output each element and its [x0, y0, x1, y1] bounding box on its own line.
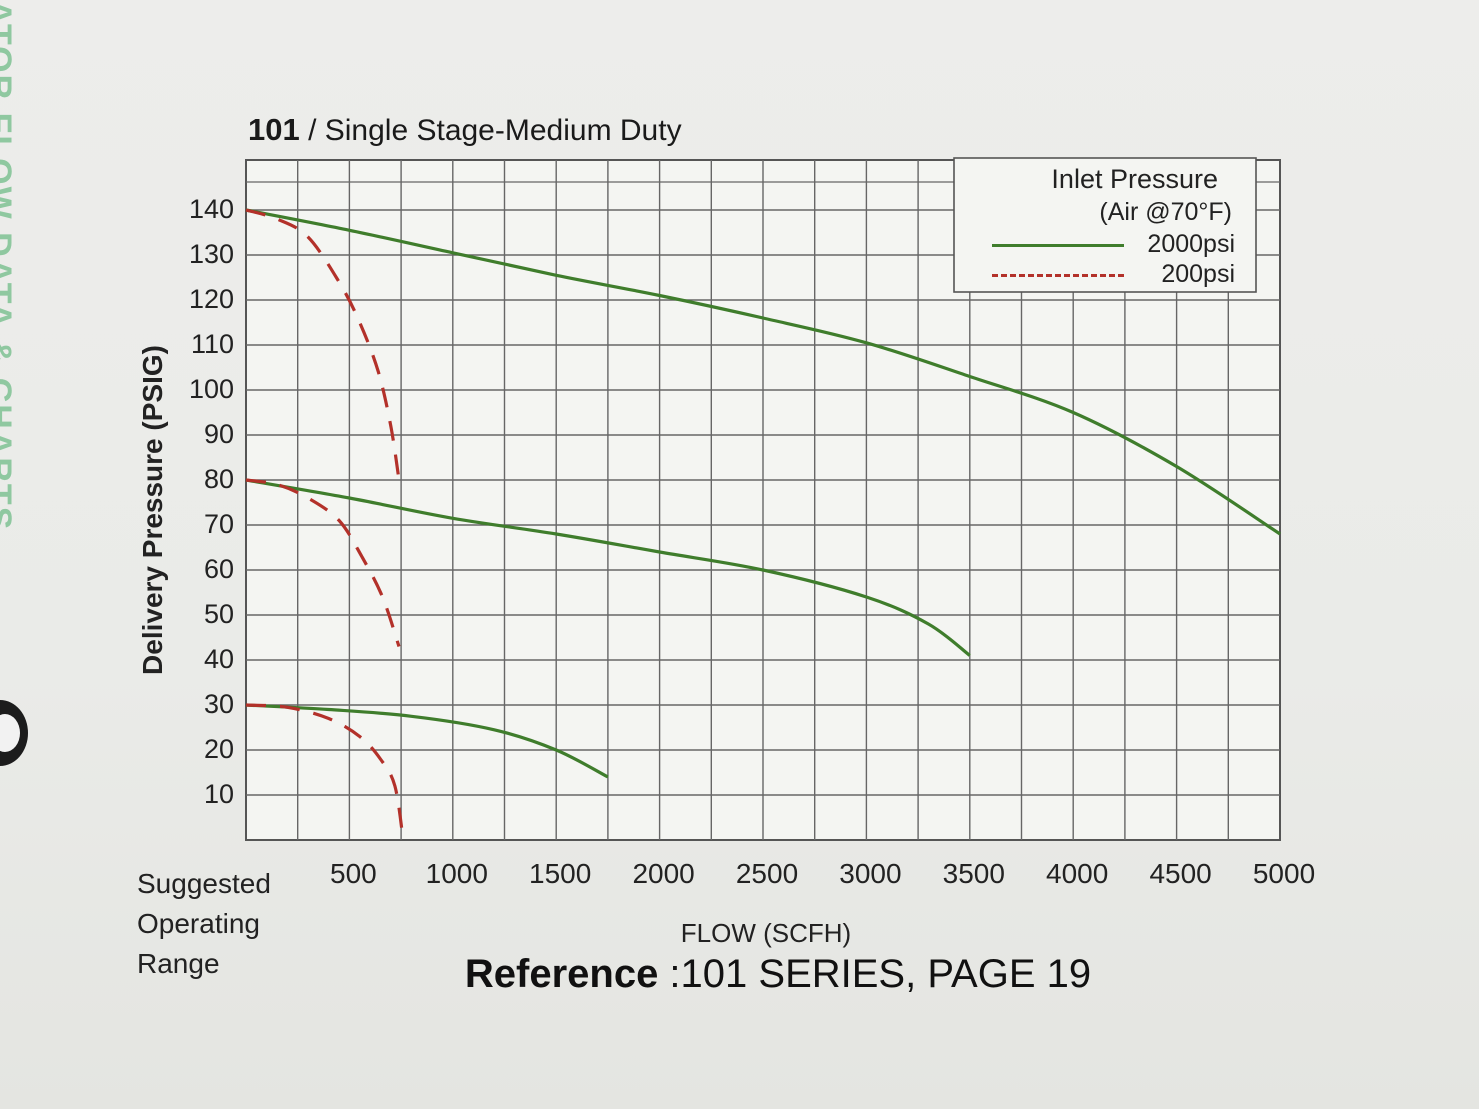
y-tick-label: 60 [203, 554, 234, 584]
suggested-operating-range-label: Suggested Operating Range [137, 868, 271, 979]
reference-bold: Reference [464, 952, 659, 996]
legend-label: 2000psi [1147, 230, 1235, 258]
legend-swatch-dashed [992, 274, 1124, 277]
chart-legend: Inlet Pressure (Air @70°F) 2000psi 200ps… [954, 158, 1254, 290]
series-line-2000psi-set30 [245, 703, 609, 779]
y-tick-label: 70 [203, 509, 234, 539]
y-tick-label: 90 [203, 419, 234, 449]
chart-title: 101 / Single Stage-Medium Duty [248, 112, 682, 148]
series-line-200psi-set30 [245, 703, 405, 841]
x-tick-label: 2000 [632, 858, 695, 889]
legend-entry-200psi: 200psi [992, 260, 1237, 290]
series-line-2000psi-set80 [245, 478, 971, 657]
side-margin-text: ATOR FLOW DATA & CHARTS [0, 0, 18, 532]
legend-label: 200psi [1161, 260, 1235, 288]
series-line-200psi-set140 [245, 208, 401, 481]
y-tick-label: 80 [203, 464, 234, 494]
y-tick-label: 120 [188, 284, 234, 314]
legend-subtitle: (Air @70°F) [1099, 198, 1232, 226]
legend-title: Inlet Pressure [1051, 164, 1218, 194]
reference-line: Reference :101 SERIES, PAGE 19 [465, 952, 1091, 997]
legend-box [953, 157, 1257, 293]
y-tick-label: 40 [203, 644, 234, 674]
x-tick-label: 5000 [1252, 858, 1316, 889]
x-tick-label: 500 [330, 858, 377, 889]
series-line-2000psi-set140 [245, 208, 1281, 536]
y-axis-label: Delivery Pressure (PSIG) [137, 345, 168, 675]
x-tick-label: 3000 [839, 858, 902, 889]
reference-text: :101 SERIES, PAGE 19 [658, 952, 1092, 996]
x-tick-label: 3500 [942, 858, 1005, 889]
x-tick-label: 4000 [1046, 858, 1109, 889]
chart-title-text: / Single Stage-Medium Duty [299, 114, 682, 147]
y-tick-label: 20 [203, 734, 234, 764]
x-tick-label: 1000 [425, 858, 488, 889]
y-tick-label: 100 [188, 374, 234, 404]
chart-series-group [245, 208, 1281, 841]
y-tick-label: 30 [203, 689, 234, 719]
y-tick-label: 50 [203, 599, 234, 629]
x-tick-label: 4500 [1149, 858, 1212, 889]
y-tick-label: 130 [188, 239, 234, 269]
y-tick-label: 110 [190, 329, 234, 359]
chart-grid [245, 157, 1281, 841]
x-tick-label: 1500 [529, 858, 592, 889]
y-tick-label: 10 [203, 779, 234, 809]
x-tick-label: 2500 [735, 858, 799, 889]
series-line-200psi-set80 [245, 478, 401, 648]
x-axis-label: FLOW (SCFH) [680, 918, 852, 948]
legend-swatch-solid [992, 244, 1124, 247]
y-tick-label: 140 [188, 194, 234, 224]
legend-entry-2000psi: 2000psi [992, 230, 1237, 260]
chart-title-model: 101 [248, 112, 300, 147]
